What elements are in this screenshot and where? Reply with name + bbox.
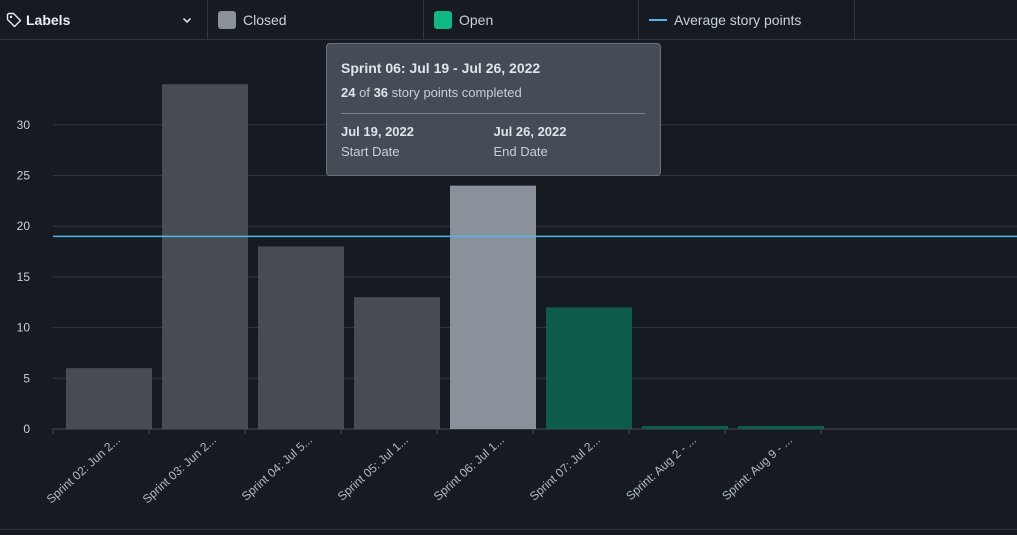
y-tick-label: 5 xyxy=(23,371,30,385)
open-swatch xyxy=(434,10,452,29)
tooltip-start-caption: Start Date xyxy=(341,144,400,159)
bar[interactable] xyxy=(450,185,536,429)
closed-swatch xyxy=(218,10,236,29)
tooltip-title: Sprint 06: Jul 19 - Jul 26, 2022 xyxy=(341,60,541,76)
y-tick-label: 25 xyxy=(17,169,31,183)
tooltip-start-date: Jul 19, 2022 xyxy=(341,124,414,139)
labels-dropdown[interactable]: Labels xyxy=(0,0,208,39)
x-tick-label: Sprint 05: Jul 1... xyxy=(335,433,411,504)
chart-bottom-border xyxy=(0,529,1017,530)
x-tick-label: Sprint 06: Jul 1... xyxy=(431,433,507,504)
x-tick-label: Sprint 07: Jul 2... xyxy=(527,433,603,504)
story-points-chart: 0 5 10 15 20 25 30 Sprint 02: Jun 2... Sprint 03… xyxy=(17,84,1017,506)
bar[interactable] xyxy=(66,368,152,429)
tooltip-end-caption: End Date xyxy=(493,144,548,159)
x-tick-label: Sprint 02: Jun 2... xyxy=(44,433,123,506)
x-tick-label: Sprint: Aug 9 - ... xyxy=(719,433,795,503)
sprint-tooltip: Sprint 06: Jul 19 - Jul 26, 2022 24 of 3… xyxy=(326,43,661,176)
y-tick-label: 15 xyxy=(17,270,31,284)
tooltip-end-date: Jul 26, 2022 xyxy=(493,124,567,139)
bar[interactable] xyxy=(546,307,632,429)
bar[interactable] xyxy=(258,246,344,429)
bar[interactable] xyxy=(162,84,248,430)
x-tick-label: Sprint 03: Jun 2... xyxy=(140,433,219,506)
tooltip-total: 36 xyxy=(373,85,389,100)
y-tick-label: 10 xyxy=(17,321,31,335)
y-tick-label: 30 xyxy=(17,118,31,132)
tooltip-divider xyxy=(341,113,646,114)
legend-item-closed[interactable]: Closed xyxy=(208,0,424,39)
average-line-swatch xyxy=(649,18,667,21)
legend-closed-label: Closed xyxy=(243,11,287,28)
chart-legend: Labels Closed Open Average story points xyxy=(0,0,1017,40)
x-tick-label: Sprint 04: Jul 5... xyxy=(239,433,315,504)
tooltip-suffix: story points completed xyxy=(391,85,522,100)
tag-icon xyxy=(6,12,22,27)
legend-open-label: Open xyxy=(459,11,494,28)
y-tick-label: 20 xyxy=(17,219,31,233)
legend-item-average[interactable]: Average story points xyxy=(639,0,855,39)
chevron-down-icon xyxy=(182,17,192,23)
legend-average-label: Average story points xyxy=(674,11,802,28)
y-tick-label: 0 xyxy=(23,422,30,436)
bar[interactable] xyxy=(354,297,440,429)
bar[interactable] xyxy=(642,425,728,429)
x-tick-label: Sprint: Aug 2 - ... xyxy=(623,433,699,503)
labels-dropdown-label: Labels xyxy=(26,11,71,28)
tooltip-completed: 24 xyxy=(341,85,356,100)
tooltip-summary: 24 of 36 story points completed xyxy=(341,85,646,100)
bar[interactable] xyxy=(738,425,824,429)
tooltip-of: of xyxy=(359,85,370,100)
legend-item-open[interactable]: Open xyxy=(424,0,639,39)
